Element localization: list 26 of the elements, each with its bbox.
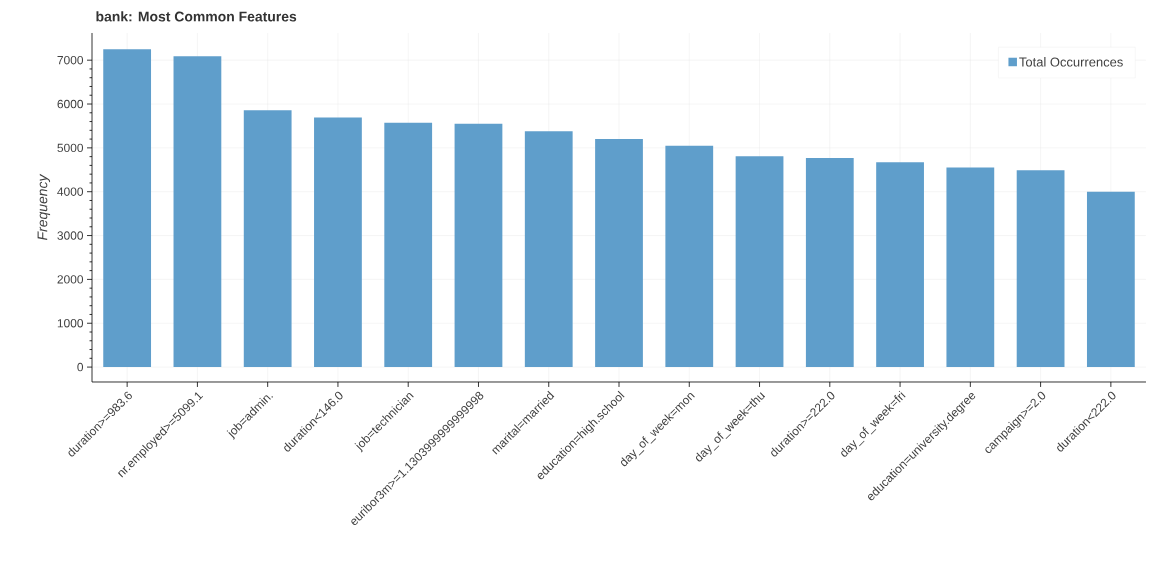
y-tick-label: 1000 xyxy=(57,319,84,328)
bar xyxy=(735,156,784,368)
bar xyxy=(243,110,292,368)
y-tick-label: 4000 xyxy=(57,187,84,196)
chart-title: bank: Most Common Features xyxy=(96,11,297,22)
y-tick-label: 5000 xyxy=(57,143,84,153)
bar xyxy=(805,157,854,368)
y-tick-label: 0 xyxy=(77,362,84,372)
bar xyxy=(103,49,152,368)
bar xyxy=(665,145,714,368)
y-tick-label: 3000 xyxy=(57,231,84,240)
legend-label: Total Occurrences xyxy=(1019,57,1123,67)
y-tick-label: 6000 xyxy=(57,99,84,109)
bar xyxy=(595,139,643,368)
y-tick-label: 7000 xyxy=(57,55,84,65)
y-tick-label: 2000 xyxy=(57,275,84,284)
bar xyxy=(946,167,995,368)
bar xyxy=(384,122,433,368)
bar xyxy=(876,162,924,368)
bar xyxy=(173,56,222,368)
bar xyxy=(1086,191,1135,368)
bar xyxy=(524,131,573,368)
bar xyxy=(454,123,503,368)
bar xyxy=(314,117,362,368)
y-axis-title: Frequency xyxy=(37,173,51,241)
bar xyxy=(1016,170,1065,368)
